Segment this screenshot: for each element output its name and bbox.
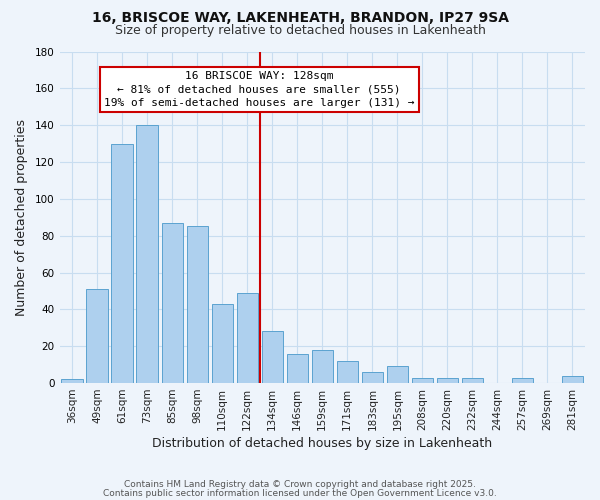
Bar bbox=[462, 378, 483, 383]
Text: 16 BRISCOE WAY: 128sqm
← 81% of detached houses are smaller (555)
19% of semi-de: 16 BRISCOE WAY: 128sqm ← 81% of detached… bbox=[104, 72, 415, 108]
Y-axis label: Number of detached properties: Number of detached properties bbox=[15, 119, 28, 316]
Bar bbox=[136, 125, 158, 383]
Bar bbox=[61, 380, 83, 383]
Bar bbox=[512, 378, 533, 383]
X-axis label: Distribution of detached houses by size in Lakenheath: Distribution of detached houses by size … bbox=[152, 437, 493, 450]
Bar bbox=[387, 366, 408, 383]
Bar bbox=[212, 304, 233, 383]
Bar bbox=[437, 378, 458, 383]
Bar bbox=[236, 293, 258, 383]
Bar bbox=[562, 376, 583, 383]
Bar bbox=[337, 361, 358, 383]
Text: Contains HM Land Registry data © Crown copyright and database right 2025.: Contains HM Land Registry data © Crown c… bbox=[124, 480, 476, 489]
Bar bbox=[112, 144, 133, 383]
Bar bbox=[262, 332, 283, 383]
Bar bbox=[311, 350, 333, 383]
Bar bbox=[86, 289, 108, 383]
Text: Size of property relative to detached houses in Lakenheath: Size of property relative to detached ho… bbox=[115, 24, 485, 37]
Text: 16, BRISCOE WAY, LAKENHEATH, BRANDON, IP27 9SA: 16, BRISCOE WAY, LAKENHEATH, BRANDON, IP… bbox=[91, 11, 509, 25]
Bar bbox=[287, 354, 308, 383]
Bar bbox=[187, 226, 208, 383]
Bar bbox=[412, 378, 433, 383]
Bar bbox=[161, 223, 183, 383]
Bar bbox=[362, 372, 383, 383]
Text: Contains public sector information licensed under the Open Government Licence v3: Contains public sector information licen… bbox=[103, 488, 497, 498]
